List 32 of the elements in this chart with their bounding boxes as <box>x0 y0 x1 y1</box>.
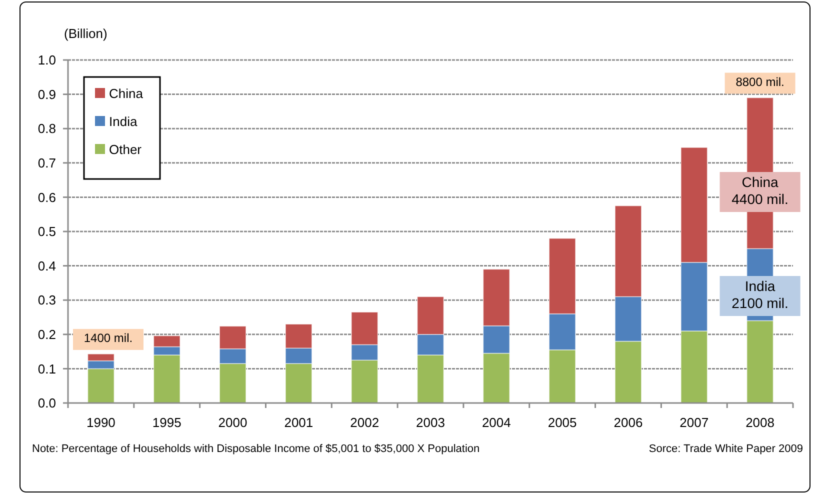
y-tick-label: 0.0 <box>38 396 56 411</box>
x-tick-label: 1990 <box>86 415 116 430</box>
y-tick-label: 0.6 <box>38 190 56 205</box>
y-tick-label: 0.9 <box>38 86 56 102</box>
legend-label: China <box>109 86 144 101</box>
annotation: India 2100 mil. <box>732 278 788 311</box>
x-tick-label: 2002 <box>350 415 380 430</box>
x-tick-label: 2001 <box>284 415 314 430</box>
y-tick-label: 0.3 <box>38 292 56 308</box>
x-tick-label: 2006 <box>614 415 643 430</box>
x-tick-label: 2007 <box>680 415 709 430</box>
legend-label: Other <box>109 142 142 157</box>
x-tick-label: 1995 <box>152 415 182 430</box>
text: Sorce: Trade White Paper 2009 <box>648 443 803 455</box>
text: Note: Percentage of Households with Disposable Income of $5,001 to $35,000 X Population <box>32 443 480 455</box>
x-tick-label: 2008 <box>746 415 775 430</box>
y-tick-label: 0.4 <box>38 258 56 274</box>
annotation: 8800 mil. <box>736 74 784 89</box>
x-tick-label: 2004 <box>482 415 511 430</box>
x-tick-label: 2003 <box>416 415 445 430</box>
y-tick-label: 0.1 <box>38 361 56 376</box>
x-tick-label: 2005 <box>548 415 577 430</box>
y-tick-label: 1.0 <box>38 52 56 68</box>
y-tick-label: 0.5 <box>38 224 56 240</box>
y-tick-label: 0.7 <box>38 155 56 170</box>
annotation: China 4400 mil. <box>732 174 788 207</box>
x-tick-label: 2000 <box>218 415 248 430</box>
y-axis-title: (Billion) <box>64 26 108 41</box>
legend-label: India <box>109 114 138 129</box>
y-tick-label: 0.2 <box>38 326 56 342</box>
annotation: 1400 mil. <box>84 331 133 346</box>
y-tick-label: 0.8 <box>38 121 56 136</box>
